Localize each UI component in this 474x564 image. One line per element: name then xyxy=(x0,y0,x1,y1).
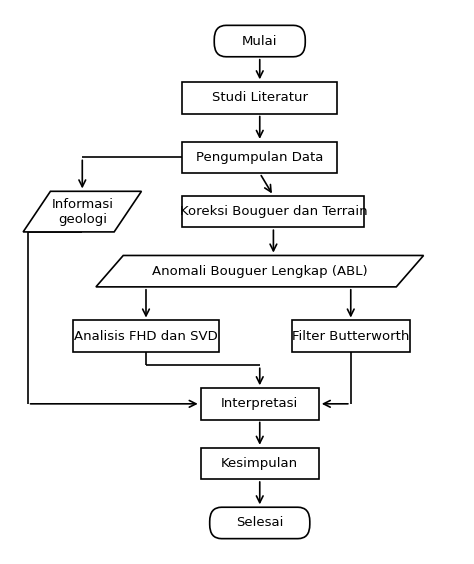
FancyBboxPatch shape xyxy=(182,196,365,227)
Text: Filter Butterworth: Filter Butterworth xyxy=(292,329,410,343)
Text: Selesai: Selesai xyxy=(236,517,283,530)
Text: Analisis FHD dan SVD: Analisis FHD dan SVD xyxy=(74,329,218,343)
FancyBboxPatch shape xyxy=(182,82,337,113)
FancyBboxPatch shape xyxy=(201,388,319,420)
FancyBboxPatch shape xyxy=(201,448,319,479)
Text: Kesimpulan: Kesimpulan xyxy=(221,457,298,470)
Text: Interpretasi: Interpretasi xyxy=(221,397,298,411)
FancyBboxPatch shape xyxy=(292,320,410,352)
FancyBboxPatch shape xyxy=(210,507,310,539)
Text: Koreksi Bouguer dan Terrain: Koreksi Bouguer dan Terrain xyxy=(180,205,367,218)
FancyBboxPatch shape xyxy=(214,25,305,57)
Text: Informasi
geologi: Informasi geologi xyxy=(51,197,113,226)
Polygon shape xyxy=(23,191,141,232)
Text: Studi Literatur: Studi Literatur xyxy=(212,91,308,104)
Text: Pengumpulan Data: Pengumpulan Data xyxy=(196,151,323,164)
Text: Mulai: Mulai xyxy=(242,34,277,47)
FancyBboxPatch shape xyxy=(73,320,219,352)
FancyBboxPatch shape xyxy=(182,142,337,173)
Polygon shape xyxy=(96,255,424,287)
Text: Anomali Bouguer Lengkap (ABL): Anomali Bouguer Lengkap (ABL) xyxy=(152,265,367,277)
